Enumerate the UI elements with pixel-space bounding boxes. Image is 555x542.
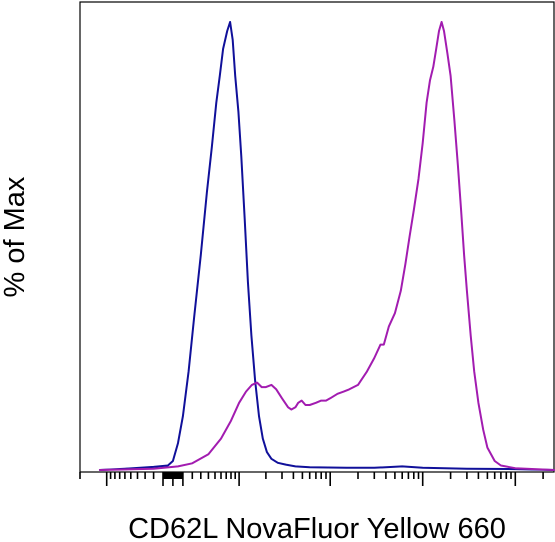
y-axis-label: % of Max: [0, 176, 31, 297]
x-axis-ticks: [79, 472, 544, 486]
series-layer: [98, 21, 555, 471]
histogram-series-2: [98, 21, 555, 471]
plot-area: [79, 1, 555, 486]
plot-frame: [79, 1, 555, 473]
x-axis-label: CD62L NovaFluor Yellow 660: [128, 513, 506, 542]
histogram-series-1: [98, 21, 555, 471]
